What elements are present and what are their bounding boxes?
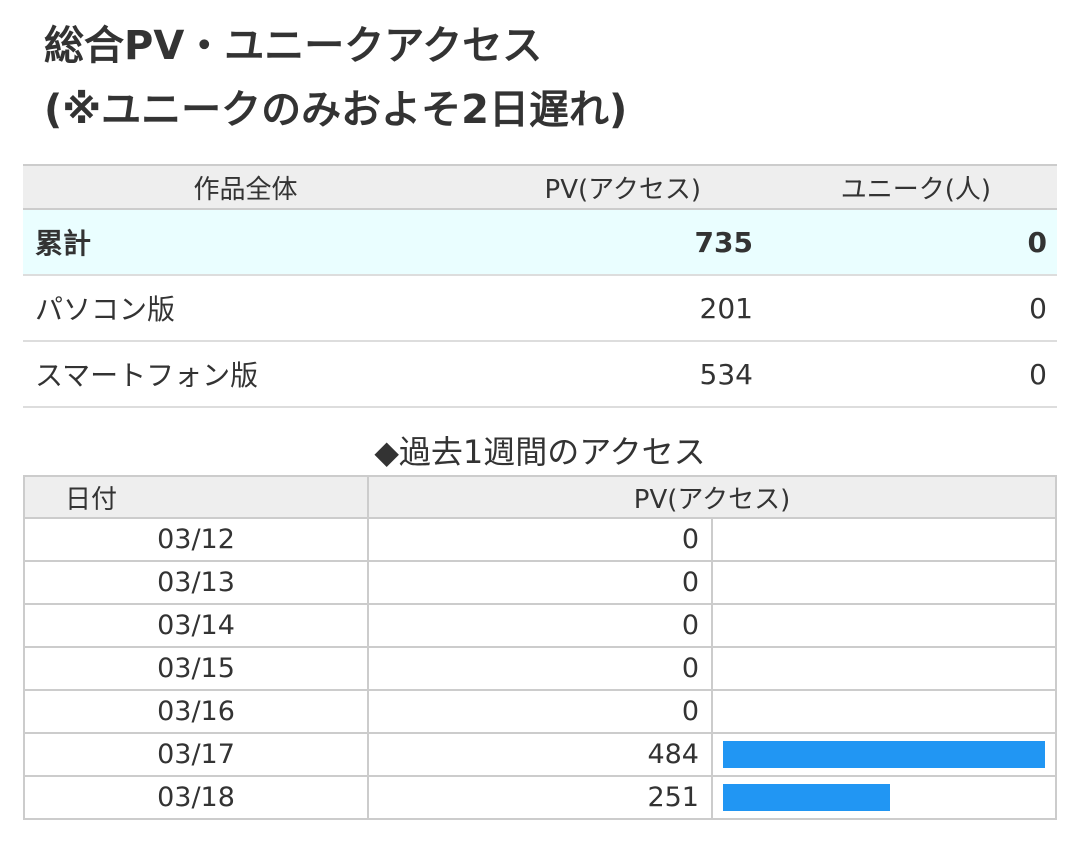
- weekly-row-pv: 0: [367, 689, 713, 734]
- weekly-row-bar-cell: [711, 603, 1057, 648]
- pv-bar: [723, 784, 890, 811]
- weekly-header-date: 日付: [23, 475, 369, 519]
- weekly-row: 03/15 0: [23, 646, 1057, 691]
- weekly-row-date: 03/17: [23, 732, 369, 777]
- weekly-row-bar-cell: [711, 560, 1057, 605]
- page-title: 総合PV・ユニークアクセス (※ユニークのみおよそ2日遅れ): [44, 14, 1044, 142]
- weekly-row-pv: 484: [367, 732, 713, 777]
- weekly-row: 03/18 251: [23, 775, 1057, 820]
- weekly-row: 03/14 0: [23, 603, 1057, 648]
- summary-table: 作品全体 PV(アクセス) ユニーク(人) 累計 735 0 パソコン版 201…: [23, 164, 1057, 408]
- summary-header-pv: PV(アクセス): [468, 164, 753, 210]
- summary-row-unique: 0: [753, 275, 1057, 342]
- weekly-header-row: 日付 PV(アクセス): [23, 475, 1057, 519]
- weekly-row-pv: 0: [367, 560, 713, 605]
- summary-header-unique: ユニーク(人): [753, 164, 1057, 210]
- weekly-row-bar-cell: [711, 517, 1057, 562]
- page-title-line2: (※ユニークのみおよそ2日遅れ): [44, 87, 628, 133]
- summary-header-row: 作品全体 PV(アクセス) ユニーク(人): [23, 164, 1057, 210]
- weekly-row-bar-cell: [711, 732, 1057, 777]
- weekly-row-date: 03/18: [23, 775, 369, 820]
- summary-row-label: 累計: [23, 209, 468, 276]
- summary-row-pv: 735: [468, 209, 753, 276]
- weekly-row-pv: 0: [367, 517, 713, 562]
- weekly-row: 03/13 0: [23, 560, 1057, 605]
- weekly-heading: ◆過去1週間のアクセス: [374, 433, 706, 471]
- weekly-row: 03/16 0: [23, 689, 1057, 734]
- summary-row-label: スマートフォン版: [23, 341, 468, 408]
- weekly-row-bar-cell: [711, 775, 1057, 820]
- weekly-row-pv: 251: [367, 775, 713, 820]
- weekly-row-date: 03/15: [23, 646, 369, 691]
- weekly-row-pv: 0: [367, 646, 713, 691]
- summary-row-pv: 201: [468, 275, 753, 342]
- summary-row-label: パソコン版: [23, 275, 468, 342]
- summary-row-unique: 0: [753, 209, 1057, 276]
- weekly-row-date: 03/13: [23, 560, 369, 605]
- summary-row-unique: 0: [753, 341, 1057, 408]
- summary-row-total: 累計 735 0: [23, 209, 1057, 276]
- weekly-row-date: 03/16: [23, 689, 369, 734]
- summary-row-pv: 534: [468, 341, 753, 408]
- weekly-row-bar-cell: [711, 646, 1057, 691]
- summary-header-work: 作品全体: [23, 164, 468, 210]
- weekly-row: 03/12 0: [23, 517, 1057, 562]
- page-title-line1: 総合PV・ユニークアクセス: [44, 23, 543, 69]
- weekly-row-date: 03/14: [23, 603, 369, 648]
- weekly-body: 03/12 0 03/13 0 03/14 0 03/15 0 03/16 0 03/17 484 03…: [23, 517, 1057, 820]
- weekly-header-pv: PV(アクセス): [367, 475, 1057, 519]
- summary-row-smartphone: スマートフォン版 534 0: [23, 341, 1057, 408]
- weekly-row-pv: 0: [367, 603, 713, 648]
- weekly-table: 日付 PV(アクセス) 03/12 0 03/13 0 03/14 0 03/15 0 03/1…: [23, 475, 1057, 820]
- weekly-row-bar-cell: [711, 689, 1057, 734]
- weekly-row-date: 03/12: [23, 517, 369, 562]
- pv-bar: [723, 741, 1045, 768]
- summary-row-pc: パソコン版 201 0: [23, 275, 1057, 342]
- weekly-row: 03/17 484: [23, 732, 1057, 777]
